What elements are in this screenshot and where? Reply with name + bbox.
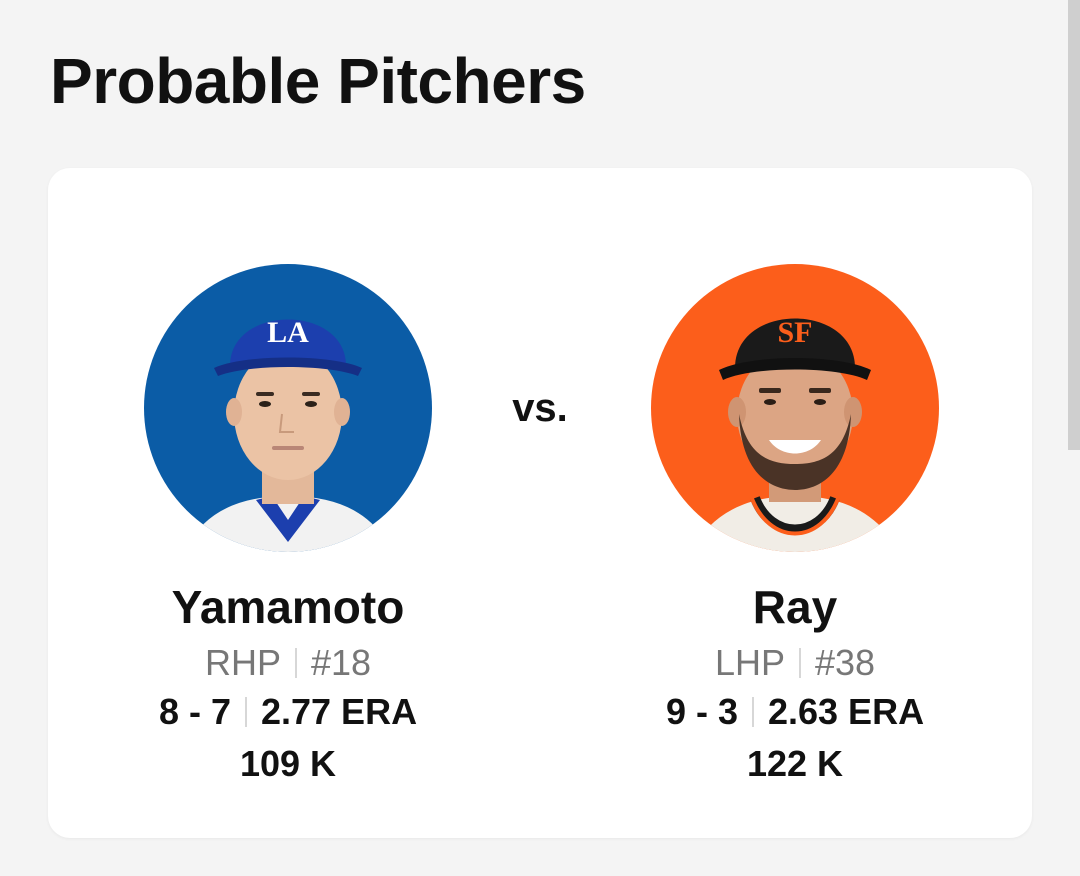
matchup-card: LA Yamamoto RHP #18 8 - 7 2.77 ERA 109 K v… [48,168,1032,838]
pitcher-home-number: #18 [310,642,372,684]
pitcher-home-strikeouts: 109 K [239,742,337,784]
page-title: Probable Pitchers [50,45,586,117]
dodgers-logo-icon: LA [267,316,309,349]
pitcher-home-meta: RHP #18 [78,641,498,684]
vs-label: vs. [512,386,568,430]
pitcher-home[interactable]: LA Yamamoto RHP #18 8 - 7 2.77 ERA 109 K [78,264,498,785]
scrollbar[interactable] [1068,0,1080,450]
pitcher-away-era: 2.63 ERA [767,691,925,733]
separator [244,697,247,728]
pitcher-home-record: 8 - 7 [158,691,231,733]
pitcher-away-strikeouts: 122 K [746,742,844,784]
pitcher-home-avatar[interactable]: LA [144,264,432,552]
pitcher-away-avatar[interactable]: SF [651,264,939,552]
pitcher-home-stats: 8 - 7 2.77 ERA [78,690,498,733]
pitcher-away-name[interactable]: Ray [752,581,838,633]
pitcher-away-stats: 9 - 3 2.63 ERA [585,690,1005,733]
pitcher-away[interactable]: SF Ray LHP #38 9 - 3 2.63 ERA 122 K [585,264,1005,785]
pitcher-away-meta: LHP #38 [585,641,1005,684]
pitcher-home-era: 2.77 ERA [260,691,418,733]
giants-logo-icon: SF [777,316,812,349]
pitcher-away-record: 9 - 3 [665,691,738,733]
pitcher-away-number: #38 [814,642,876,684]
separator [798,648,801,679]
separator [294,648,297,679]
pitcher-home-throws: RHP [204,642,281,684]
separator [751,697,754,728]
pitcher-home-photo: LA [144,264,432,552]
pitcher-away-throws: LHP [714,642,785,684]
pitcher-home-name[interactable]: Yamamoto [171,581,405,633]
pitcher-away-photo: SF [651,264,939,552]
